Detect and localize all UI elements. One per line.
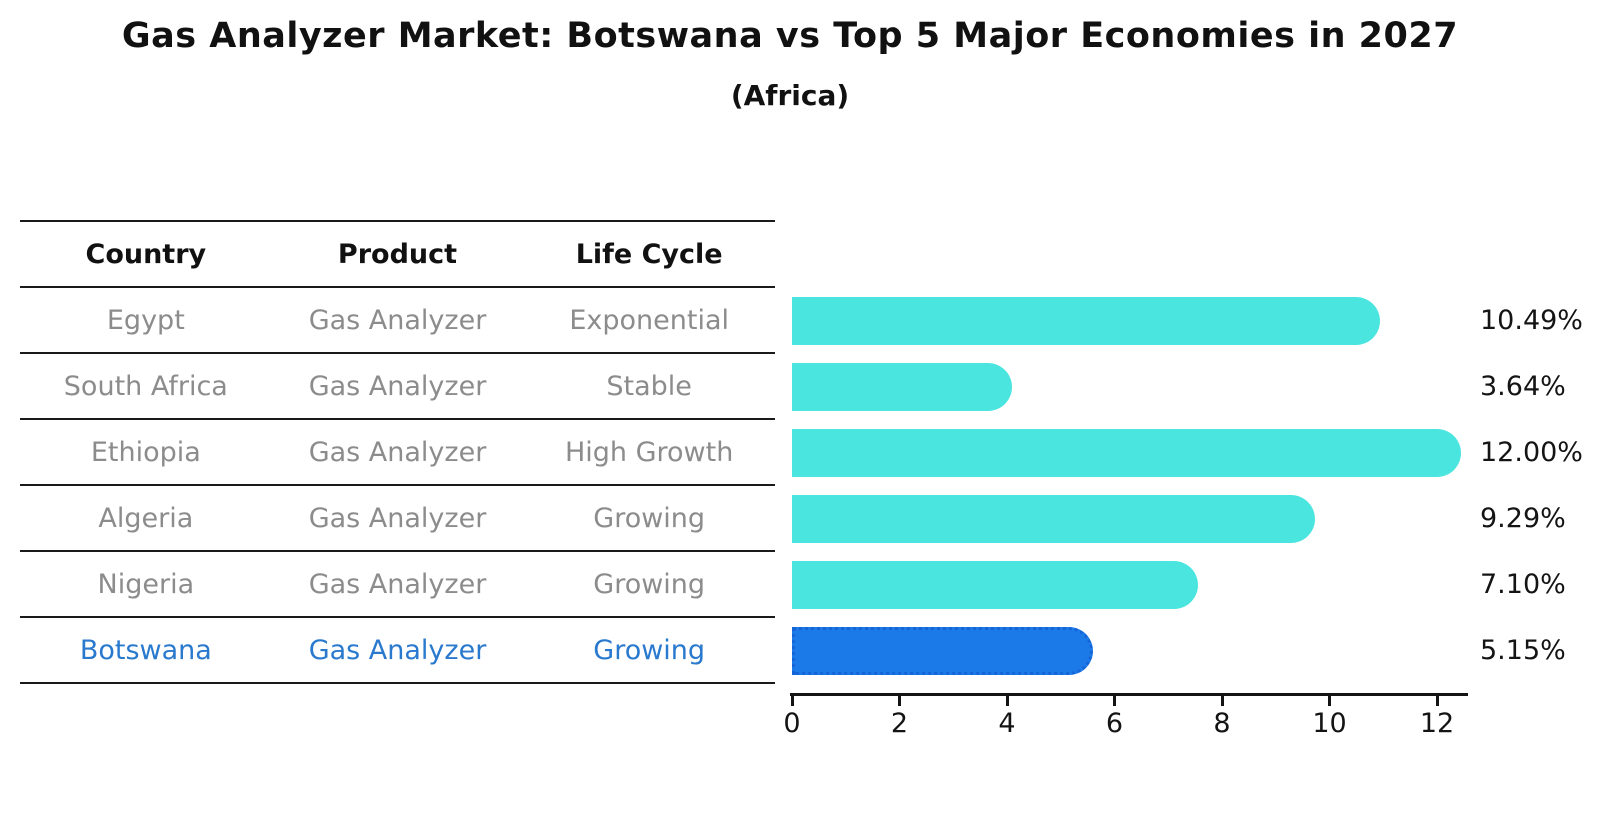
- table-cell-country: Botswana: [79, 634, 212, 666]
- table-row: Egypt Gas Analyzer Exponential: [20, 288, 775, 354]
- table-cell-country: Ethiopia: [90, 436, 201, 468]
- table-row: Algeria Gas Analyzer Growing: [20, 486, 775, 552]
- bar-value-label: 3.64%: [1480, 371, 1566, 402]
- table-cell-lifecycle: Growing: [593, 502, 706, 534]
- bar-slot: [792, 486, 1492, 552]
- table-header-lifecycle: Life Cycle: [575, 238, 723, 270]
- bar-slot: [792, 420, 1492, 486]
- table-cell-country: Egypt: [106, 304, 185, 336]
- x-axis-tick: [790, 696, 794, 706]
- x-axis-tick-label: 8: [1213, 708, 1231, 739]
- bar: [792, 297, 1380, 345]
- table-cell-country: Algeria: [98, 502, 194, 534]
- bar: [792, 561, 1198, 609]
- bar-slot: [792, 552, 1492, 618]
- table-header-row: Country Product Life Cycle: [20, 222, 775, 288]
- table-cell-lifecycle: Growing: [593, 634, 706, 666]
- x-axis-tick: [1328, 696, 1331, 706]
- x-axis-ticks: 0 2 4 6 8 10 12: [783, 693, 1492, 753]
- x-axis-tick-label: 6: [1105, 708, 1124, 739]
- table-body: Egypt Gas Analyzer Exponential South Afr…: [20, 288, 775, 684]
- table-cell-country: South Africa: [63, 370, 228, 402]
- bar-value-label: 5.15%: [1480, 635, 1566, 666]
- x-axis-tick: [1113, 696, 1116, 706]
- bar-value-label: 12.00%: [1480, 437, 1583, 468]
- table-row: Botswana Gas Analyzer Growing: [20, 618, 775, 684]
- bar-value-label: 10.49%: [1480, 305, 1583, 336]
- x-axis-tick: [1435, 696, 1439, 706]
- table-cell-lifecycle: Exponential: [569, 304, 729, 336]
- table-row: South Africa Gas Analyzer Stable: [20, 354, 775, 420]
- table-cell-country: Nigeria: [97, 568, 195, 600]
- table-cell-lifecycle: Growing: [593, 568, 706, 600]
- bar-slot: [792, 288, 1492, 354]
- bar-slot: [792, 618, 1492, 684]
- country-table: Country Product Life Cycle Egypt Gas Ana…: [20, 220, 775, 684]
- chart-subtitle: (Africa): [730, 79, 850, 112]
- table-cell-product: Gas Analyzer: [308, 568, 487, 600]
- bar: [792, 363, 1012, 411]
- table-row: Ethiopia Gas Analyzer High Growth: [20, 420, 775, 486]
- x-axis-tick-label: 10: [1312, 708, 1347, 739]
- table-cell-product: Gas Analyzer: [308, 304, 487, 336]
- chart-title: Gas Analyzer Market: Botswana vs Top 5 M…: [121, 16, 1459, 56]
- table-cell-product: Gas Analyzer: [308, 634, 487, 666]
- x-axis-tick: [1005, 696, 1009, 706]
- bar: [792, 429, 1461, 477]
- bar-slot: [792, 354, 1492, 420]
- table-cell-lifecycle: High Growth: [564, 436, 734, 468]
- table-header-product: Product: [337, 238, 458, 270]
- table-cell-product: Gas Analyzer: [308, 502, 487, 534]
- bar-chart-area: [792, 288, 1492, 684]
- x-axis-line: [790, 693, 1468, 696]
- x-axis-tick: [898, 696, 901, 706]
- table-cell-product: Gas Analyzer: [308, 370, 487, 402]
- x-axis-tick: [1220, 696, 1224, 706]
- x-axis-tick-label: 4: [998, 708, 1016, 739]
- table-cell-lifecycle: Stable: [606, 370, 692, 402]
- x-axis-tick-label: 0: [783, 708, 801, 739]
- bar-value-label: 9.29%: [1480, 503, 1566, 534]
- table-header-country: Country: [85, 238, 207, 270]
- bar-value-label: 7.10%: [1480, 569, 1566, 600]
- table-row: Nigeria Gas Analyzer Growing: [20, 552, 775, 618]
- bar: [792, 627, 1093, 675]
- bar-value-labels: 10.49% 3.64% 12.00% 9.29% 7.10% 5.15%: [1480, 288, 1604, 684]
- table-cell-product: Gas Analyzer: [308, 436, 487, 468]
- bar: [792, 495, 1316, 543]
- x-axis-tick-label: 12: [1419, 708, 1455, 739]
- x-axis-tick-label: 2: [890, 708, 909, 739]
